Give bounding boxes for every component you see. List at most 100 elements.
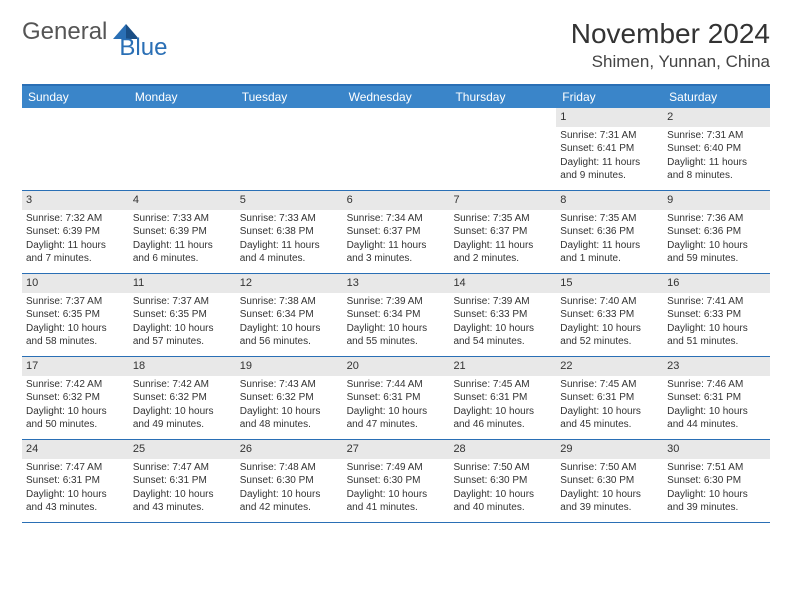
daylight-text: Daylight: 10 hours and 42 minutes. <box>240 488 339 515</box>
day-cell <box>236 108 343 190</box>
sunrise-text: Sunrise: 7:46 AM <box>667 378 766 392</box>
day-cell: 19Sunrise: 7:43 AMSunset: 6:32 PMDayligh… <box>236 357 343 439</box>
daylight-text: Daylight: 10 hours and 41 minutes. <box>347 488 446 515</box>
day-cell: 9Sunrise: 7:36 AMSunset: 6:36 PMDaylight… <box>663 191 770 273</box>
sunrise-text: Sunrise: 7:34 AM <box>347 212 446 226</box>
sunset-text: Sunset: 6:37 PM <box>453 225 552 239</box>
day-cell: 1Sunrise: 7:31 AMSunset: 6:41 PMDaylight… <box>556 108 663 190</box>
daylight-text: Daylight: 11 hours and 4 minutes. <box>240 239 339 266</box>
day-header: Thursday <box>449 86 556 108</box>
day-number: 1 <box>556 108 663 127</box>
day-number: 15 <box>556 274 663 293</box>
day-cell: 22 Sunrise: 7:45 AMSunset: 6:31 PMDayligh… <box>556 357 663 439</box>
sunset-text: Sunset: 6:33 PM <box>667 308 766 322</box>
week-row: 1Sunrise: 7:31 AMSunset: 6:41 PMDaylight… <box>22 108 770 191</box>
sunset-text: Sunset: 6:31 PM <box>560 391 659 405</box>
day-number: 28 <box>449 440 556 459</box>
daylight-text: Daylight: 10 hours and 43 minutes. <box>26 488 125 515</box>
sunrise-text: Sunrise: 7:39 AM <box>453 295 552 309</box>
sunset-text: Sunset: 6:35 PM <box>26 308 125 322</box>
daylight-text: Daylight: 10 hours and 45 minutes. <box>560 405 659 432</box>
daylight-text: Daylight: 10 hours and 58 minutes. <box>26 322 125 349</box>
day-number: 14 <box>449 274 556 293</box>
calendar-page: General Blue November 2024 Shimen, Yunna… <box>0 0 792 541</box>
day-header: Tuesday <box>236 86 343 108</box>
day-cell: 28Sunrise: 7:50 AMSunset: 6:30 PMDayligh… <box>449 440 556 522</box>
day-number: 4 <box>129 191 236 210</box>
sunrise-text: Sunrise: 7:45 AM <box>560 378 659 392</box>
day-cell: 10Sunrise: 7:37 AMSunset: 6:35 PMDayligh… <box>22 274 129 356</box>
weeks-container: 1Sunrise: 7:31 AMSunset: 6:41 PMDaylight… <box>22 108 770 523</box>
day-number: 19 <box>236 357 343 376</box>
daylight-text: Daylight: 11 hours and 2 minutes. <box>453 239 552 266</box>
logo: General Blue <box>22 18 167 46</box>
day-cell <box>343 108 450 190</box>
day-number: 30 <box>663 440 770 459</box>
daylight-text: Daylight: 11 hours and 3 minutes. <box>347 239 446 266</box>
day-cell: 17Sunrise: 7:42 AMSunset: 6:32 PMDayligh… <box>22 357 129 439</box>
day-cell: 23Sunrise: 7:46 AMSunset: 6:31 PMDayligh… <box>663 357 770 439</box>
daylight-text: Daylight: 11 hours and 7 minutes. <box>26 239 125 266</box>
sunrise-text: Sunrise: 7:37 AM <box>26 295 125 309</box>
month-title: November 2024 <box>571 18 770 50</box>
daylight-text: Daylight: 11 hours and 1 minute. <box>560 239 659 266</box>
sunset-text: Sunset: 6:30 PM <box>453 474 552 488</box>
sunset-text: Sunset: 6:31 PM <box>347 391 446 405</box>
daylight-text: Daylight: 10 hours and 57 minutes. <box>133 322 232 349</box>
day-cell: 25Sunrise: 7:47 AMSunset: 6:31 PMDayligh… <box>129 440 236 522</box>
day-header: Wednesday <box>343 86 450 108</box>
day-header: Saturday <box>663 86 770 108</box>
daylight-text: Daylight: 10 hours and 55 minutes. <box>347 322 446 349</box>
day-number: 23 <box>663 357 770 376</box>
daylight-text: Daylight: 10 hours and 49 minutes. <box>133 405 232 432</box>
day-number: 22 <box>556 357 663 376</box>
daylight-text: Daylight: 10 hours and 48 minutes. <box>240 405 339 432</box>
sunrise-text: Sunrise: 7:42 AM <box>26 378 125 392</box>
sunrise-text: Sunrise: 7:37 AM <box>133 295 232 309</box>
daylight-text: Daylight: 10 hours and 46 minutes. <box>453 405 552 432</box>
day-header: Friday <box>556 86 663 108</box>
header: General Blue November 2024 Shimen, Yunna… <box>22 18 770 72</box>
daylight-text: Daylight: 10 hours and 50 minutes. <box>26 405 125 432</box>
day-number: 29 <box>556 440 663 459</box>
sunset-text: Sunset: 6:33 PM <box>453 308 552 322</box>
sunrise-text: Sunrise: 7:42 AM <box>133 378 232 392</box>
day-cell: 2Sunrise: 7:31 AMSunset: 6:40 PMDaylight… <box>663 108 770 190</box>
day-cell: 24Sunrise: 7:47 AMSunset: 6:31 PMDayligh… <box>22 440 129 522</box>
day-cell: 8Sunrise: 7:35 AMSunset: 6:36 PMDaylight… <box>556 191 663 273</box>
daylight-text: Daylight: 10 hours and 54 minutes. <box>453 322 552 349</box>
day-cell: 20Sunrise: 7:44 AMSunset: 6:31 PMDayligh… <box>343 357 450 439</box>
day-header: Monday <box>129 86 236 108</box>
day-cell: 6Sunrise: 7:34 AMSunset: 6:37 PMDaylight… <box>343 191 450 273</box>
sunset-text: Sunset: 6:36 PM <box>560 225 659 239</box>
day-number: 7 <box>449 191 556 210</box>
week-row: 10Sunrise: 7:37 AMSunset: 6:35 PMDayligh… <box>22 274 770 357</box>
sunrise-text: Sunrise: 7:47 AM <box>133 461 232 475</box>
sunset-text: Sunset: 6:35 PM <box>133 308 232 322</box>
day-cell: 7Sunrise: 7:35 AMSunset: 6:37 PMDaylight… <box>449 191 556 273</box>
sunrise-text: Sunrise: 7:48 AM <box>240 461 339 475</box>
day-cell: 16Sunrise: 7:41 AMSunset: 6:33 PMDayligh… <box>663 274 770 356</box>
location-text: Shimen, Yunnan, China <box>571 52 770 72</box>
logo-text-general: General <box>22 18 107 46</box>
sunrise-text: Sunrise: 7:36 AM <box>667 212 766 226</box>
day-cell <box>22 108 129 190</box>
day-number: 13 <box>343 274 450 293</box>
daylight-text: Daylight: 11 hours and 9 minutes. <box>560 156 659 183</box>
sunset-text: Sunset: 6:32 PM <box>133 391 232 405</box>
day-number: 6 <box>343 191 450 210</box>
day-cell <box>449 108 556 190</box>
day-number: 16 <box>663 274 770 293</box>
sunset-text: Sunset: 6:39 PM <box>26 225 125 239</box>
sunset-text: Sunset: 6:33 PM <box>560 308 659 322</box>
sunrise-text: Sunrise: 7:31 AM <box>560 129 659 143</box>
sunset-text: Sunset: 6:32 PM <box>26 391 125 405</box>
day-number: 21 <box>449 357 556 376</box>
sunset-text: Sunset: 6:36 PM <box>667 225 766 239</box>
daylight-text: Daylight: 10 hours and 59 minutes. <box>667 239 766 266</box>
sunset-text: Sunset: 6:32 PM <box>240 391 339 405</box>
daylight-text: Daylight: 10 hours and 44 minutes. <box>667 405 766 432</box>
daylight-text: Daylight: 10 hours and 47 minutes. <box>347 405 446 432</box>
day-number: 2 <box>663 108 770 127</box>
daylight-text: Daylight: 10 hours and 43 minutes. <box>133 488 232 515</box>
